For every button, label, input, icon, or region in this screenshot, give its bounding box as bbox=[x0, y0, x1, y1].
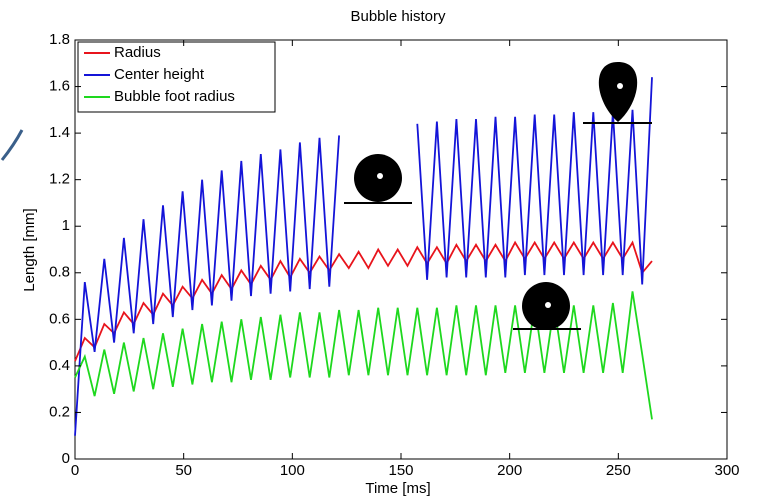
y-axis-label: Length [mm] bbox=[21, 208, 38, 291]
x-tick-label: 0 bbox=[71, 462, 79, 479]
decoration-arc bbox=[0, 129, 24, 161]
y-tick-label: 1.6 bbox=[49, 78, 70, 95]
x-tick-label: 200 bbox=[497, 462, 522, 479]
legend-label: Bubble foot radius bbox=[114, 88, 235, 105]
bubble-images bbox=[344, 62, 652, 330]
legend-label: Center height bbox=[114, 66, 205, 83]
x-tick-label: 50 bbox=[175, 462, 192, 479]
y-tick-label: 0.2 bbox=[49, 403, 70, 420]
y-tick-label: 0 bbox=[62, 450, 70, 467]
y-tick-label: 1 bbox=[62, 217, 70, 234]
y-tick-label: 0.8 bbox=[49, 264, 70, 281]
legend: Radius Center height Bubble foot radius bbox=[77, 41, 276, 113]
chart-title: Bubble history bbox=[350, 8, 446, 25]
y-tick-label: 0.6 bbox=[49, 310, 70, 327]
x-tick-label: 250 bbox=[606, 462, 631, 479]
legend-label: Radius bbox=[114, 44, 161, 61]
y-tick-label: 1.8 bbox=[49, 31, 70, 48]
y-tick-label: 0.4 bbox=[49, 357, 70, 374]
x-tick-label: 150 bbox=[388, 462, 413, 479]
y-tick-label: 1.4 bbox=[49, 124, 70, 141]
y-tick-label: 1.2 bbox=[49, 171, 70, 188]
x-tick-label: 100 bbox=[280, 462, 305, 479]
x-axis-label: Time [ms] bbox=[365, 480, 430, 497]
x-tick-label: 300 bbox=[714, 462, 739, 479]
